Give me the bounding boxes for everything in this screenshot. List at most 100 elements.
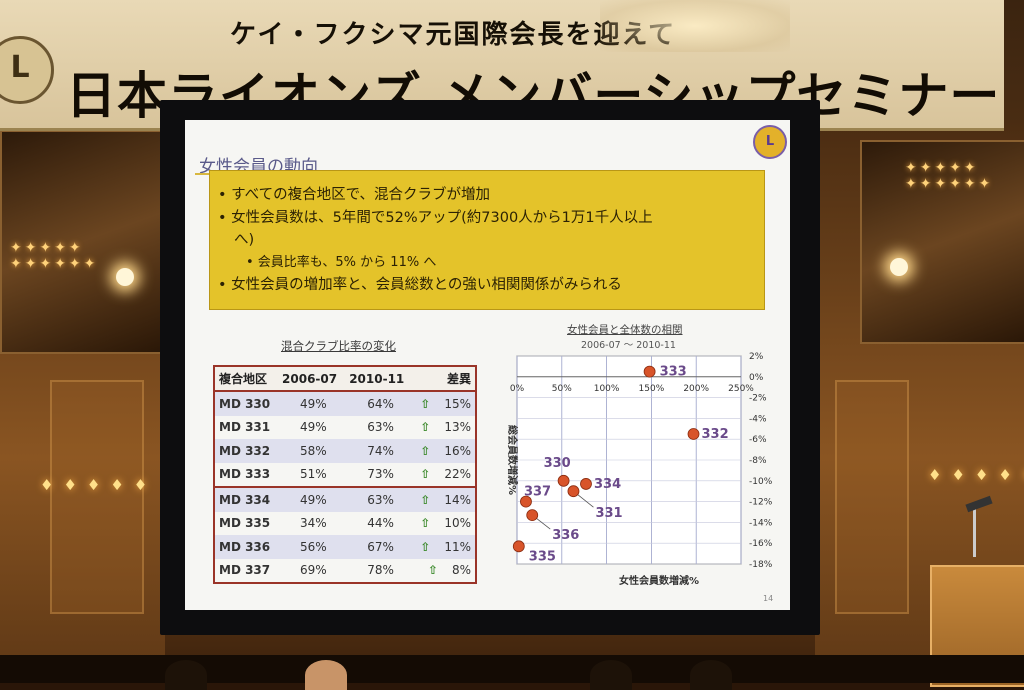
diff-cell: ⇧ 8% (412, 559, 476, 584)
data-point (687, 428, 700, 440)
point-label: 334 (594, 477, 621, 492)
data-point (512, 540, 525, 553)
lions-logo-icon: L (0, 36, 54, 104)
point-label: 335 (529, 549, 556, 564)
district-cell: MD 337 (219, 563, 271, 578)
y-tick-label: -4% (749, 414, 767, 424)
x-tick-label: 150% (639, 384, 665, 394)
up-arrow-icon: ⇧ (420, 420, 431, 435)
audience-head (590, 660, 632, 690)
value-2010-cell: 73% (367, 467, 394, 482)
left-sconce: ♦♦♦♦♦ (40, 476, 158, 494)
right-sconce: ♦♦♦♦♦ (928, 466, 1024, 484)
audience-row (0, 655, 1024, 683)
x-tick-label: 250% (728, 384, 754, 394)
y-tick-label: -14% (749, 518, 773, 528)
point-label: 333 (660, 365, 687, 380)
point-label: 336 (552, 528, 579, 543)
left-chandelier: ✦✦✦✦✦ ✦✦✦✦✦✦ (10, 240, 99, 272)
table-row: MD 336 56% 67% ⇧ 11% (214, 535, 476, 559)
diff-cell: ⇧ 14% (412, 486, 476, 512)
value-2010-cell: 63% (345, 486, 413, 512)
right-mirror (860, 140, 1024, 344)
diff-value: 8% (451, 563, 471, 578)
district-cell: MD 332 (214, 439, 279, 463)
y-tick-label: -16% (749, 539, 773, 549)
x-tick-label: 0% (510, 384, 525, 394)
bullet-line: • 女性会員数は、5年間で52%アップ(約7300人から1万1千人以上 (218, 210, 653, 226)
diff-cell: ⇧ 10% (412, 512, 476, 536)
diff-value: 10% (444, 516, 471, 531)
up-arrow-icon: ⇧ (420, 539, 431, 554)
point-label: 332 (702, 427, 729, 442)
diff-cell: ⇧ 13% (412, 416, 476, 440)
diff-cell: ⇧ 11% (412, 535, 476, 559)
audience-head (165, 660, 207, 690)
diff-value: 16% (444, 443, 471, 458)
diff-value: 13% (444, 420, 471, 435)
value-2006-cell: 51% (300, 467, 327, 482)
value-2010-cell: 74% (345, 439, 413, 463)
table-row: MD 331 49% 63% ⇧ 13% (214, 416, 476, 440)
district-cell: MD 331 (219, 420, 271, 435)
district-cell: MD 334 (214, 486, 279, 512)
up-arrow-icon: ⇧ (420, 443, 431, 458)
value-2006-cell: 58% (278, 439, 346, 463)
table-body: MD 330 49% 64% ⇧ 15% MD 331 49% 63% ⇧ 13% MD 332 58… (214, 391, 476, 583)
right-wall-panel (835, 380, 909, 614)
right-chandelier: ✦✦✦✦✦ ✦✦✦✦✦✦ (905, 160, 994, 192)
bullet-line: • 女性会員の増加率と、会員総数との強い相関関係がみられる (218, 277, 622, 293)
right-spotlight (890, 258, 908, 276)
y-tick-label: -10% (749, 477, 773, 487)
value-2010-cell: 44% (367, 516, 394, 531)
x-tick-label: 200% (683, 384, 709, 394)
bullet-line-indented: • 会員比率も、5% から 11% へ (246, 255, 437, 270)
district-cell: MD 333 (219, 467, 271, 482)
point-label: 330 (544, 456, 571, 471)
table-title: 混合クラブ比率の変化 (281, 339, 396, 353)
up-arrow-icon: ⇧ (420, 396, 431, 411)
value-2010-cell: 67% (345, 535, 413, 559)
diff-value: 15% (444, 396, 471, 411)
diff-cell: ⇧ 16% (412, 439, 476, 463)
value-2006-cell: 49% (300, 420, 327, 435)
table-row: MD 332 58% 74% ⇧ 16% (214, 439, 476, 463)
table-row: MD 334 49% 63% ⇧ 14% (214, 486, 476, 512)
value-2006-cell: 49% (278, 486, 346, 512)
point-label: 337 (524, 485, 551, 500)
y-tick-label: -8% (749, 456, 767, 466)
x-tick-label: 50% (552, 384, 572, 394)
left-mirror (0, 130, 164, 354)
scatter-subtitle: 2006-07 ～ 2010-11 (581, 340, 676, 351)
presentation-slide: L 女性会員の動向 • すべての複合地区で、混合クラブが増加 • 女性会員数は、… (185, 120, 790, 610)
scatter-title: 女性会員と全体数の相関 (567, 324, 683, 336)
bullet-line: • すべての複合地区で、混合クラブが増加 (218, 187, 490, 203)
header-diff: 差異 (412, 366, 476, 392)
page-number: 14 (763, 594, 774, 603)
value-2006-cell: 34% (300, 516, 327, 531)
scatter-chart: 0% 50% 100% 150% 200% 250% 2% 0% -2% -4% -6% -8% -10… (506, 352, 773, 587)
value-2006-cell: 56% (278, 535, 346, 559)
y-tick-label: -2% (749, 394, 767, 404)
table-row: MD 333 51% 73% ⇧ 22% (214, 463, 476, 488)
y-tick-label: -6% (749, 435, 767, 445)
diff-value: 11% (444, 539, 471, 554)
diff-value: 22% (444, 467, 471, 482)
y-tick-label: -12% (749, 498, 773, 508)
bullet-box: • すべての複合地区で、混合クラブが増加 • 女性会員数は、5年間で52%アップ… (209, 170, 765, 310)
microphone-stand (973, 505, 976, 557)
data-point (643, 365, 656, 378)
header-2006: 2006-07 (278, 366, 346, 392)
banner-chandelier (600, 0, 790, 52)
x-axis-label: 女性会員数増減% (619, 574, 699, 587)
point-label: 331 (595, 506, 622, 521)
y-tick-label: -18% (749, 560, 773, 570)
left-wall (0, 120, 165, 683)
value-2006-cell: 49% (278, 391, 346, 416)
left-spotlight (116, 268, 134, 286)
header-2010: 2010-11 (345, 366, 413, 392)
x-tick-label: 100% (594, 384, 620, 394)
district-cell: MD 335 (219, 516, 271, 531)
diff-cell: ⇧ 15% (412, 391, 476, 416)
up-arrow-icon: ⇧ (427, 563, 438, 578)
